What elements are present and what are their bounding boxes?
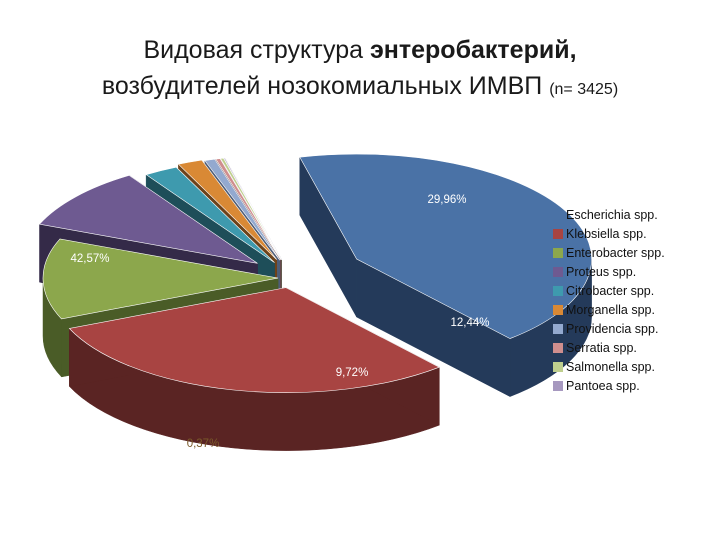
pie-slice-pantoea-spp <box>223 157 282 261</box>
chart-title-line1: Видовая структура энтеробактерий, <box>0 36 720 65</box>
legend-item: Salmonella spp. <box>553 357 665 376</box>
small-slices-label: 0,37% <box>187 438 220 450</box>
legend-item: Citrobacter spp. <box>553 281 665 300</box>
legend-swatch <box>553 361 563 372</box>
legend-label: Citrobacter spp. <box>566 283 655 298</box>
legend-label: Enterobacter spp. <box>566 245 665 260</box>
legend-item: Pantoea spp. <box>553 376 665 395</box>
legend-swatch <box>553 209 563 220</box>
chart-legend: Escherichia spp. Klebsiella spp. Enterobac… <box>553 205 665 395</box>
data-label: 12,44% <box>450 317 489 329</box>
legend-label: Escherichia spp. <box>566 207 658 222</box>
legend-swatch <box>553 323 563 334</box>
legend-swatch <box>553 342 563 353</box>
legend-item: Providencia spp. <box>553 319 665 338</box>
legend-item: Serratia spp. <box>553 338 665 357</box>
title-bold: энтеробактерий, <box>369 36 577 64</box>
legend-swatch <box>553 228 563 239</box>
legend-swatch <box>553 285 563 296</box>
legend-swatch <box>553 304 563 315</box>
pie-slice-serratia-spp <box>215 158 282 261</box>
legend-label: Pantoea spp. <box>566 378 640 393</box>
pie-slice-klebsiella-spp <box>68 287 441 393</box>
data-label: 42,57% <box>70 253 109 265</box>
data-label: 9,72% <box>336 367 369 379</box>
legend-swatch <box>553 380 563 391</box>
legend-swatch <box>553 266 563 277</box>
pie-slice-morganella-spp <box>177 159 277 260</box>
pie-slice-citrobacter-spp <box>145 166 275 263</box>
legend-item: Morganella spp. <box>553 300 665 319</box>
pie-slice-escherichia-spp <box>299 153 592 339</box>
title-sample-size: (n= 3425) <box>549 81 619 98</box>
legend-label: Serratia spp. <box>566 340 637 355</box>
title-line2: возбудителей нозокомиальных ИМВП <box>101 72 550 100</box>
legend-label: Salmonella spp. <box>566 359 655 374</box>
legend-item: Escherichia spp. <box>553 205 665 224</box>
chart-title-line2: возбудителей нозокомиальных ИМВП (n= 342… <box>0 72 720 101</box>
pie-slice-enterobacter-spp <box>42 238 279 320</box>
legend-label: Providencia spp. <box>566 321 659 336</box>
pie-slice-providencia-spp <box>204 158 281 261</box>
data-label: 29,96% <box>427 194 466 206</box>
legend-item: Enterobacter spp. <box>553 243 665 262</box>
pie-slice-proteus-spp <box>38 175 258 264</box>
legend-label: Proteus spp. <box>566 264 637 279</box>
legend-item: Klebsiella spp. <box>553 224 665 243</box>
legend-item: Proteus spp. <box>553 262 665 281</box>
title-plain: Видовая структура <box>143 36 370 64</box>
legend-swatch <box>553 247 563 258</box>
legend-label: Klebsiella spp. <box>566 226 647 241</box>
legend-label: Morganella spp. <box>566 302 655 317</box>
